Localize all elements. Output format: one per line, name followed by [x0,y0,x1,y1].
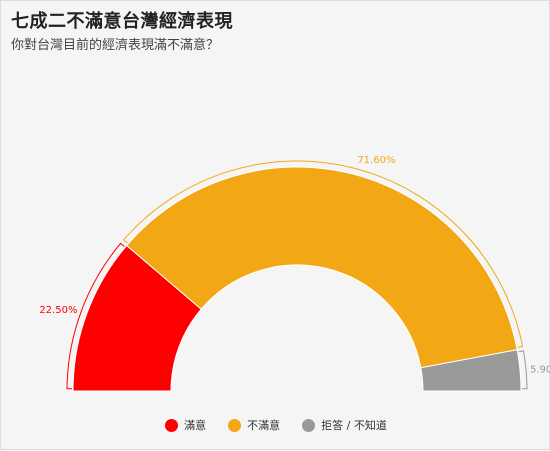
legend-label-satisfied: 滿意 [184,419,207,432]
label-satisfied: 22.50% [39,305,77,316]
label-refused: 5.90% [530,364,550,375]
chart-legend: 滿意 不滿意 拒答 / 不知道 [1,417,550,433]
legend-item-satisfied[interactable]: 滿意 [165,417,206,433]
legend-label-refused: 拒答 / 不知道 [321,419,387,432]
label-dissatisfied: 71.60% [357,155,395,166]
legend-label-dissatisfied: 不滿意 [247,419,281,432]
bracket-satisfied [66,242,125,390]
bracket-refused [518,350,528,390]
legend-swatch-dissatisfied [228,418,242,432]
legend-swatch-satisfied [165,418,179,432]
chart-subtitle: 你對台灣目前的經濟表現滿不滿意？ [11,38,220,53]
slice-dissatisfied[interactable] [125,166,518,369]
bracket-dissatisfied [122,160,524,348]
chart-title: 七成二不滿意台灣經濟表現 [11,11,233,32]
slice-refused[interactable] [420,349,522,392]
legend-item-dissatisfied[interactable]: 不滿意 [228,417,280,433]
legend-swatch-refused [302,418,316,432]
legend-item-refused[interactable]: 拒答 / 不知道 [302,417,387,433]
